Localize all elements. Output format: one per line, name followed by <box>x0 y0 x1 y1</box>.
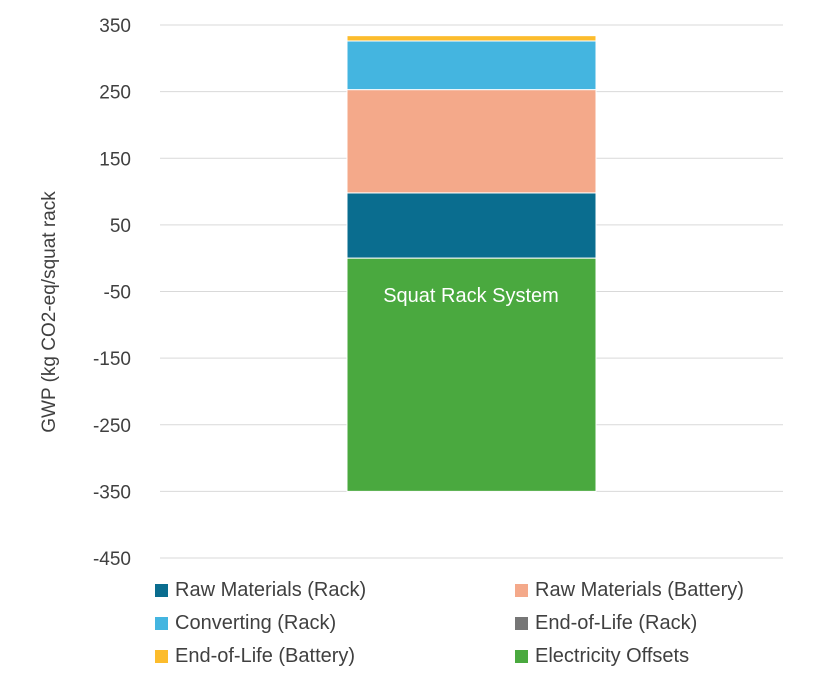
stacked-bar-chart: 350 250 150 50 -50 -150 -250 -350 -450 GWP (kg C… <box>39 16 783 570</box>
legend-label: Converting (Rack) <box>175 611 337 634</box>
legend-item: End-of-Life (Rack) <box>515 611 815 635</box>
legend-label: Electricity Offsets <box>535 644 690 667</box>
legend-label: Raw Materials (Battery) <box>535 578 744 601</box>
legend-label: End-of-Life (Battery) <box>175 644 356 667</box>
y-tick-label: -450 <box>93 549 131 570</box>
legend-label: End-of-Life (Rack) <box>535 611 698 634</box>
legend-item: Electricity Offsets <box>515 644 815 668</box>
legend-item: Converting (Rack) <box>155 611 515 635</box>
bar-segment-converting-rack <box>346 40 597 91</box>
legend-item: Raw Materials (Battery) <box>515 578 815 602</box>
legend-item: Raw Materials (Rack) <box>155 578 515 602</box>
y-tick-label: 250 <box>99 83 131 104</box>
legend-swatch <box>515 583 528 597</box>
y-tick-label: 350 <box>99 16 131 37</box>
legend-swatch <box>515 616 528 630</box>
y-tick-label: -50 <box>104 283 131 304</box>
legend-swatch <box>155 649 168 663</box>
bars <box>346 35 597 492</box>
y-axis-ticks: 350 250 150 50 -50 -150 -250 -350 -450 <box>93 16 131 570</box>
legend-item: End-of-Life (Battery) <box>155 644 515 668</box>
y-tick-label: 150 <box>99 149 131 170</box>
y-tick-label: -350 <box>93 482 131 503</box>
bar-segment-end-of-life-battery <box>346 35 597 42</box>
legend-swatch <box>155 616 168 630</box>
y-axis-label: GWP (kg CO2-eq/squat rack <box>39 191 60 433</box>
y-tick-label: -250 <box>93 416 131 437</box>
bar-segment-raw-materials-battery <box>346 89 597 194</box>
legend-label: Raw Materials (Rack) <box>175 578 367 601</box>
y-tick-label: 50 <box>110 216 131 237</box>
bar-segment-raw-materials-rack <box>346 192 597 259</box>
legend: Raw Materials (Rack) Raw Materials (Batte… <box>155 578 815 668</box>
category-label: Squat Rack System <box>383 285 559 307</box>
bar-segment-electricity-offsets <box>346 257 597 492</box>
y-tick-label: -150 <box>93 349 131 370</box>
legend-swatch <box>515 649 528 663</box>
legend-swatch <box>155 583 168 597</box>
